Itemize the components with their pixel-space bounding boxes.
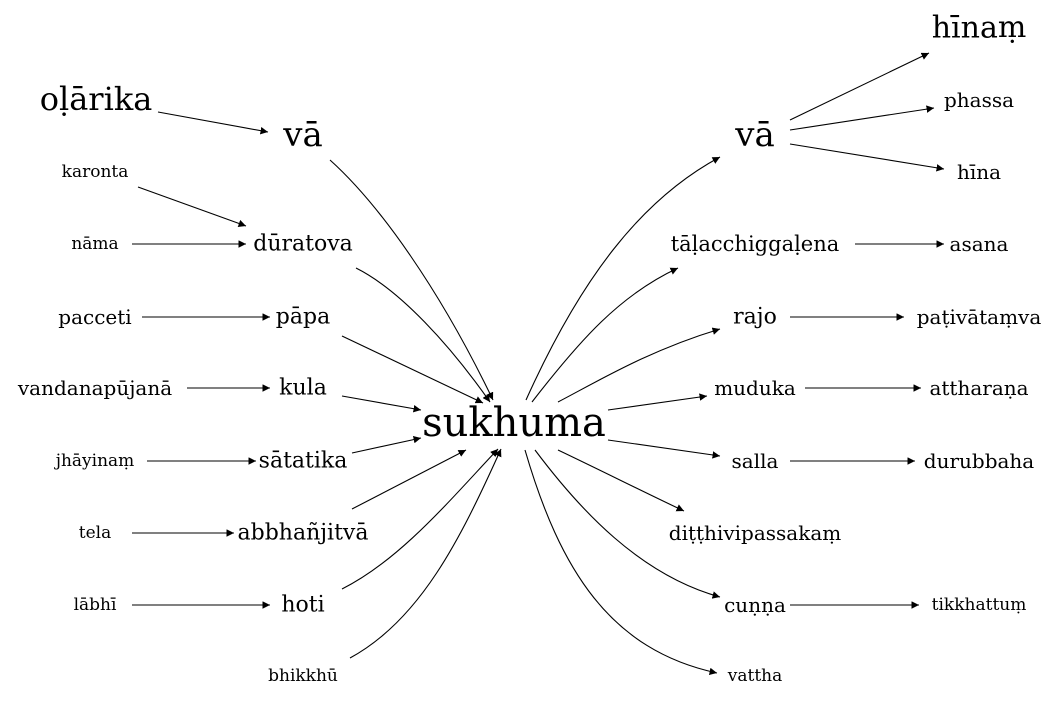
- node-pacceti[interactable]: pacceti: [58, 305, 131, 329]
- node-tela[interactable]: tela: [79, 523, 111, 543]
- edge-kula-sukhuma: [341, 395, 422, 413]
- edge-hoti-sukhuma: [341, 448, 499, 590]
- edge-papa-sukhuma: [341, 335, 484, 404]
- node-abbhanjitva[interactable]: abbhañjitvā: [238, 521, 369, 546]
- edge-bhikkhu-sukhuma: [349, 448, 502, 659]
- edge-abbhanjitva-sukhuma: [351, 449, 467, 510]
- node-olarika[interactable]: oḷārika: [40, 80, 153, 118]
- edge-sukhuma-cunna: [534, 449, 721, 599]
- edge-sukhuma-vattha: [524, 449, 718, 676]
- edge-sukhuma-va-right: [525, 156, 721, 401]
- node-hina[interactable]: hīna: [957, 160, 1001, 184]
- edge-sukhuma-ditthivipassakam: [557, 449, 685, 512]
- edges: [132, 52, 945, 676]
- node-vandanapujana[interactable]: vandanapūjanā: [17, 376, 172, 400]
- edge-va-left-sukhuma: [329, 159, 494, 401]
- node-muduka[interactable]: muduka: [714, 376, 796, 400]
- node-va-left[interactable]: vā: [282, 115, 322, 155]
- node-va-right[interactable]: vā: [734, 115, 774, 155]
- nodes: sukhuma oḷārika vā karonta nāma dūratova…: [17, 11, 1041, 687]
- node-phassa[interactable]: phassa: [944, 88, 1014, 112]
- edge-sukhuma-muduka: [607, 393, 708, 411]
- edge-karonta-duratova: [137, 186, 247, 227]
- node-pativatamva[interactable]: paṭivātaṃva: [917, 305, 1042, 329]
- node-attharana[interactable]: attharaṇa: [929, 376, 1028, 400]
- node-rajo[interactable]: rajo: [733, 305, 777, 330]
- edge-satatika-sukhuma: [351, 435, 422, 454]
- node-karonta[interactable]: karonta: [62, 162, 129, 182]
- edge-va-right-hinam: [789, 52, 930, 121]
- node-satatika[interactable]: sātatika: [259, 449, 348, 474]
- node-duratova[interactable]: dūratova: [253, 232, 353, 257]
- edge-olarika-va-left: [157, 111, 269, 135]
- edge-duratova-sukhuma: [355, 267, 491, 403]
- node-tikkhattum[interactable]: tikkhattuṃ: [932, 595, 1027, 615]
- node-sukhuma[interactable]: sukhuma: [422, 400, 606, 446]
- node-cunna[interactable]: cuṇṇa: [724, 593, 786, 617]
- node-hoti[interactable]: hoti: [281, 593, 324, 618]
- node-labhi[interactable]: lābhī: [74, 595, 117, 615]
- edge-sukhuma-rajo: [557, 327, 721, 403]
- node-talacchiggalena[interactable]: tāḷacchiggaḷena: [671, 232, 840, 256]
- edge-va-right-phassa: [789, 105, 935, 131]
- node-ditthivipassakam[interactable]: diṭṭhivipassakaṃ: [669, 521, 841, 545]
- node-asana[interactable]: asana: [950, 232, 1009, 256]
- node-hinam[interactable]: hīnaṃ: [932, 11, 1027, 46]
- node-papa[interactable]: pāpa: [276, 305, 330, 330]
- edge-va-right-hina: [789, 143, 945, 172]
- node-salla[interactable]: salla: [732, 449, 779, 473]
- node-kula[interactable]: kula: [279, 376, 327, 401]
- node-jhayinam[interactable]: jhāyinaṃ: [54, 451, 135, 471]
- node-durubbaha[interactable]: durubbaha: [924, 449, 1035, 473]
- edge-sukhuma-salla: [607, 439, 721, 459]
- edge-sukhuma-talacchiggalena: [531, 267, 679, 403]
- node-bhikkhu[interactable]: bhikkhū: [268, 666, 338, 686]
- node-nama[interactable]: nāma: [71, 234, 118, 254]
- node-vattha[interactable]: vattha: [727, 666, 783, 686]
